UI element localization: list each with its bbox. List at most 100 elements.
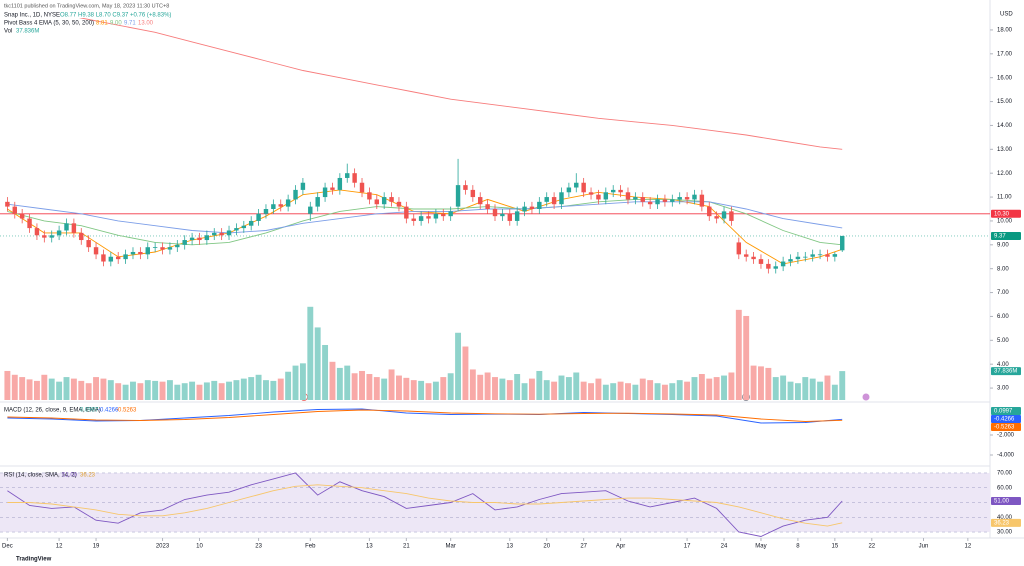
x-tick-label: 23 [255, 544, 262, 550]
candle-body [79, 232, 84, 241]
volume-bar [56, 381, 63, 400]
candle-body [441, 213, 446, 217]
logo: TradingView [16, 557, 52, 563]
candle-body [736, 242, 742, 255]
candle-body [152, 247, 158, 248]
y-tick-label: 6.00 [997, 314, 1009, 320]
volume-bar [565, 377, 572, 400]
candle-body [574, 182, 579, 188]
volume-bar [425, 383, 432, 400]
volume-bar [26, 379, 33, 400]
volume-bar [322, 344, 329, 400]
volume-bar [159, 381, 166, 400]
candle-body [743, 254, 749, 257]
candle-body [345, 173, 350, 178]
candle-body [263, 209, 269, 214]
volume-bar [625, 383, 631, 400]
candle-body [433, 213, 439, 219]
candle-body [426, 216, 431, 219]
y-tick-label: -2.000 [997, 433, 1015, 439]
volume-bar [477, 374, 484, 400]
x-tick-label: 15 [832, 544, 839, 550]
volume-bar [218, 383, 225, 400]
volume-bar [506, 380, 513, 400]
candle-body [219, 232, 224, 236]
candle-body [404, 206, 409, 219]
volume-bar [174, 384, 181, 400]
x-tick-label: Feb [305, 544, 316, 550]
legend-value: 51.00 [62, 473, 78, 479]
x-tick-label: 22 [868, 544, 875, 550]
volume-bar [750, 365, 757, 400]
candle-body [234, 228, 239, 231]
indicator-line [7, 201, 843, 234]
volume-bar [152, 380, 159, 400]
currency: USD [1000, 12, 1013, 18]
price-label: 0.0997 [994, 409, 1013, 415]
candle-body [537, 201, 542, 209]
indicator-line [7, 472, 843, 537]
legend-value: 36.23 [80, 473, 96, 479]
volume-bar [100, 378, 107, 400]
candle-body [226, 230, 232, 236]
volume-bar [122, 384, 129, 400]
volume-bar [93, 377, 99, 400]
volume-bar [735, 309, 742, 400]
y-tick-label: 12.00 [997, 171, 1013, 177]
y-tick-label: 3.00 [997, 386, 1009, 392]
earnings-marker[interactable] [862, 393, 870, 401]
x-tick-label: Mar [445, 544, 455, 550]
volume-bar [181, 383, 188, 400]
y-tick-label: 9.00 [997, 242, 1009, 248]
volume-bar [639, 378, 646, 400]
volume-bar [63, 377, 70, 400]
candle-body [544, 197, 549, 202]
candle-body [271, 204, 276, 209]
candle-body [795, 256, 801, 260]
y-tick-label: 17.00 [997, 51, 1013, 57]
volume-bar [447, 373, 454, 400]
candle-body [832, 254, 838, 257]
candle-body [86, 240, 91, 248]
x-tick-label: Dec [2, 544, 13, 550]
volume-bar [329, 361, 336, 400]
legend-value: 9.71 [124, 21, 136, 27]
x-tick-label: 12 [56, 544, 63, 550]
y-tick-label: 30.00 [997, 530, 1013, 536]
candle-body [175, 244, 180, 248]
candle-body [145, 247, 150, 255]
x-tick-label: 20 [543, 544, 550, 550]
candle-body [463, 185, 468, 190]
candle-body [389, 197, 394, 202]
volume-bar [721, 375, 727, 400]
volume-bar [610, 383, 617, 400]
candle-body [12, 206, 17, 214]
volume-bar [514, 374, 521, 400]
price-label-box [991, 423, 1021, 431]
volume-bar [580, 381, 587, 400]
candle-body [248, 220, 254, 226]
volume-bar [839, 371, 846, 400]
volume-bar [240, 378, 247, 400]
volume-bar [536, 370, 543, 400]
candle-body [470, 189, 476, 198]
candle-body [758, 259, 764, 264]
volume-bar [831, 384, 838, 400]
price-plot [0, 18, 990, 400]
candle-body [633, 197, 638, 200]
candle-body [123, 254, 128, 260]
y-tick-label: 13.00 [997, 147, 1013, 153]
x-tick-label: 24 [721, 544, 728, 550]
candle-body [367, 192, 372, 200]
candle-body [337, 177, 343, 190]
candle-body [803, 256, 808, 258]
candle-body [640, 197, 645, 202]
candle-body [729, 211, 734, 221]
candle-body [514, 211, 520, 221]
price-label-box [991, 518, 1021, 527]
volume-bar [166, 380, 173, 400]
volume-bar [588, 383, 594, 400]
y-tick-label: -4.000 [997, 453, 1015, 459]
